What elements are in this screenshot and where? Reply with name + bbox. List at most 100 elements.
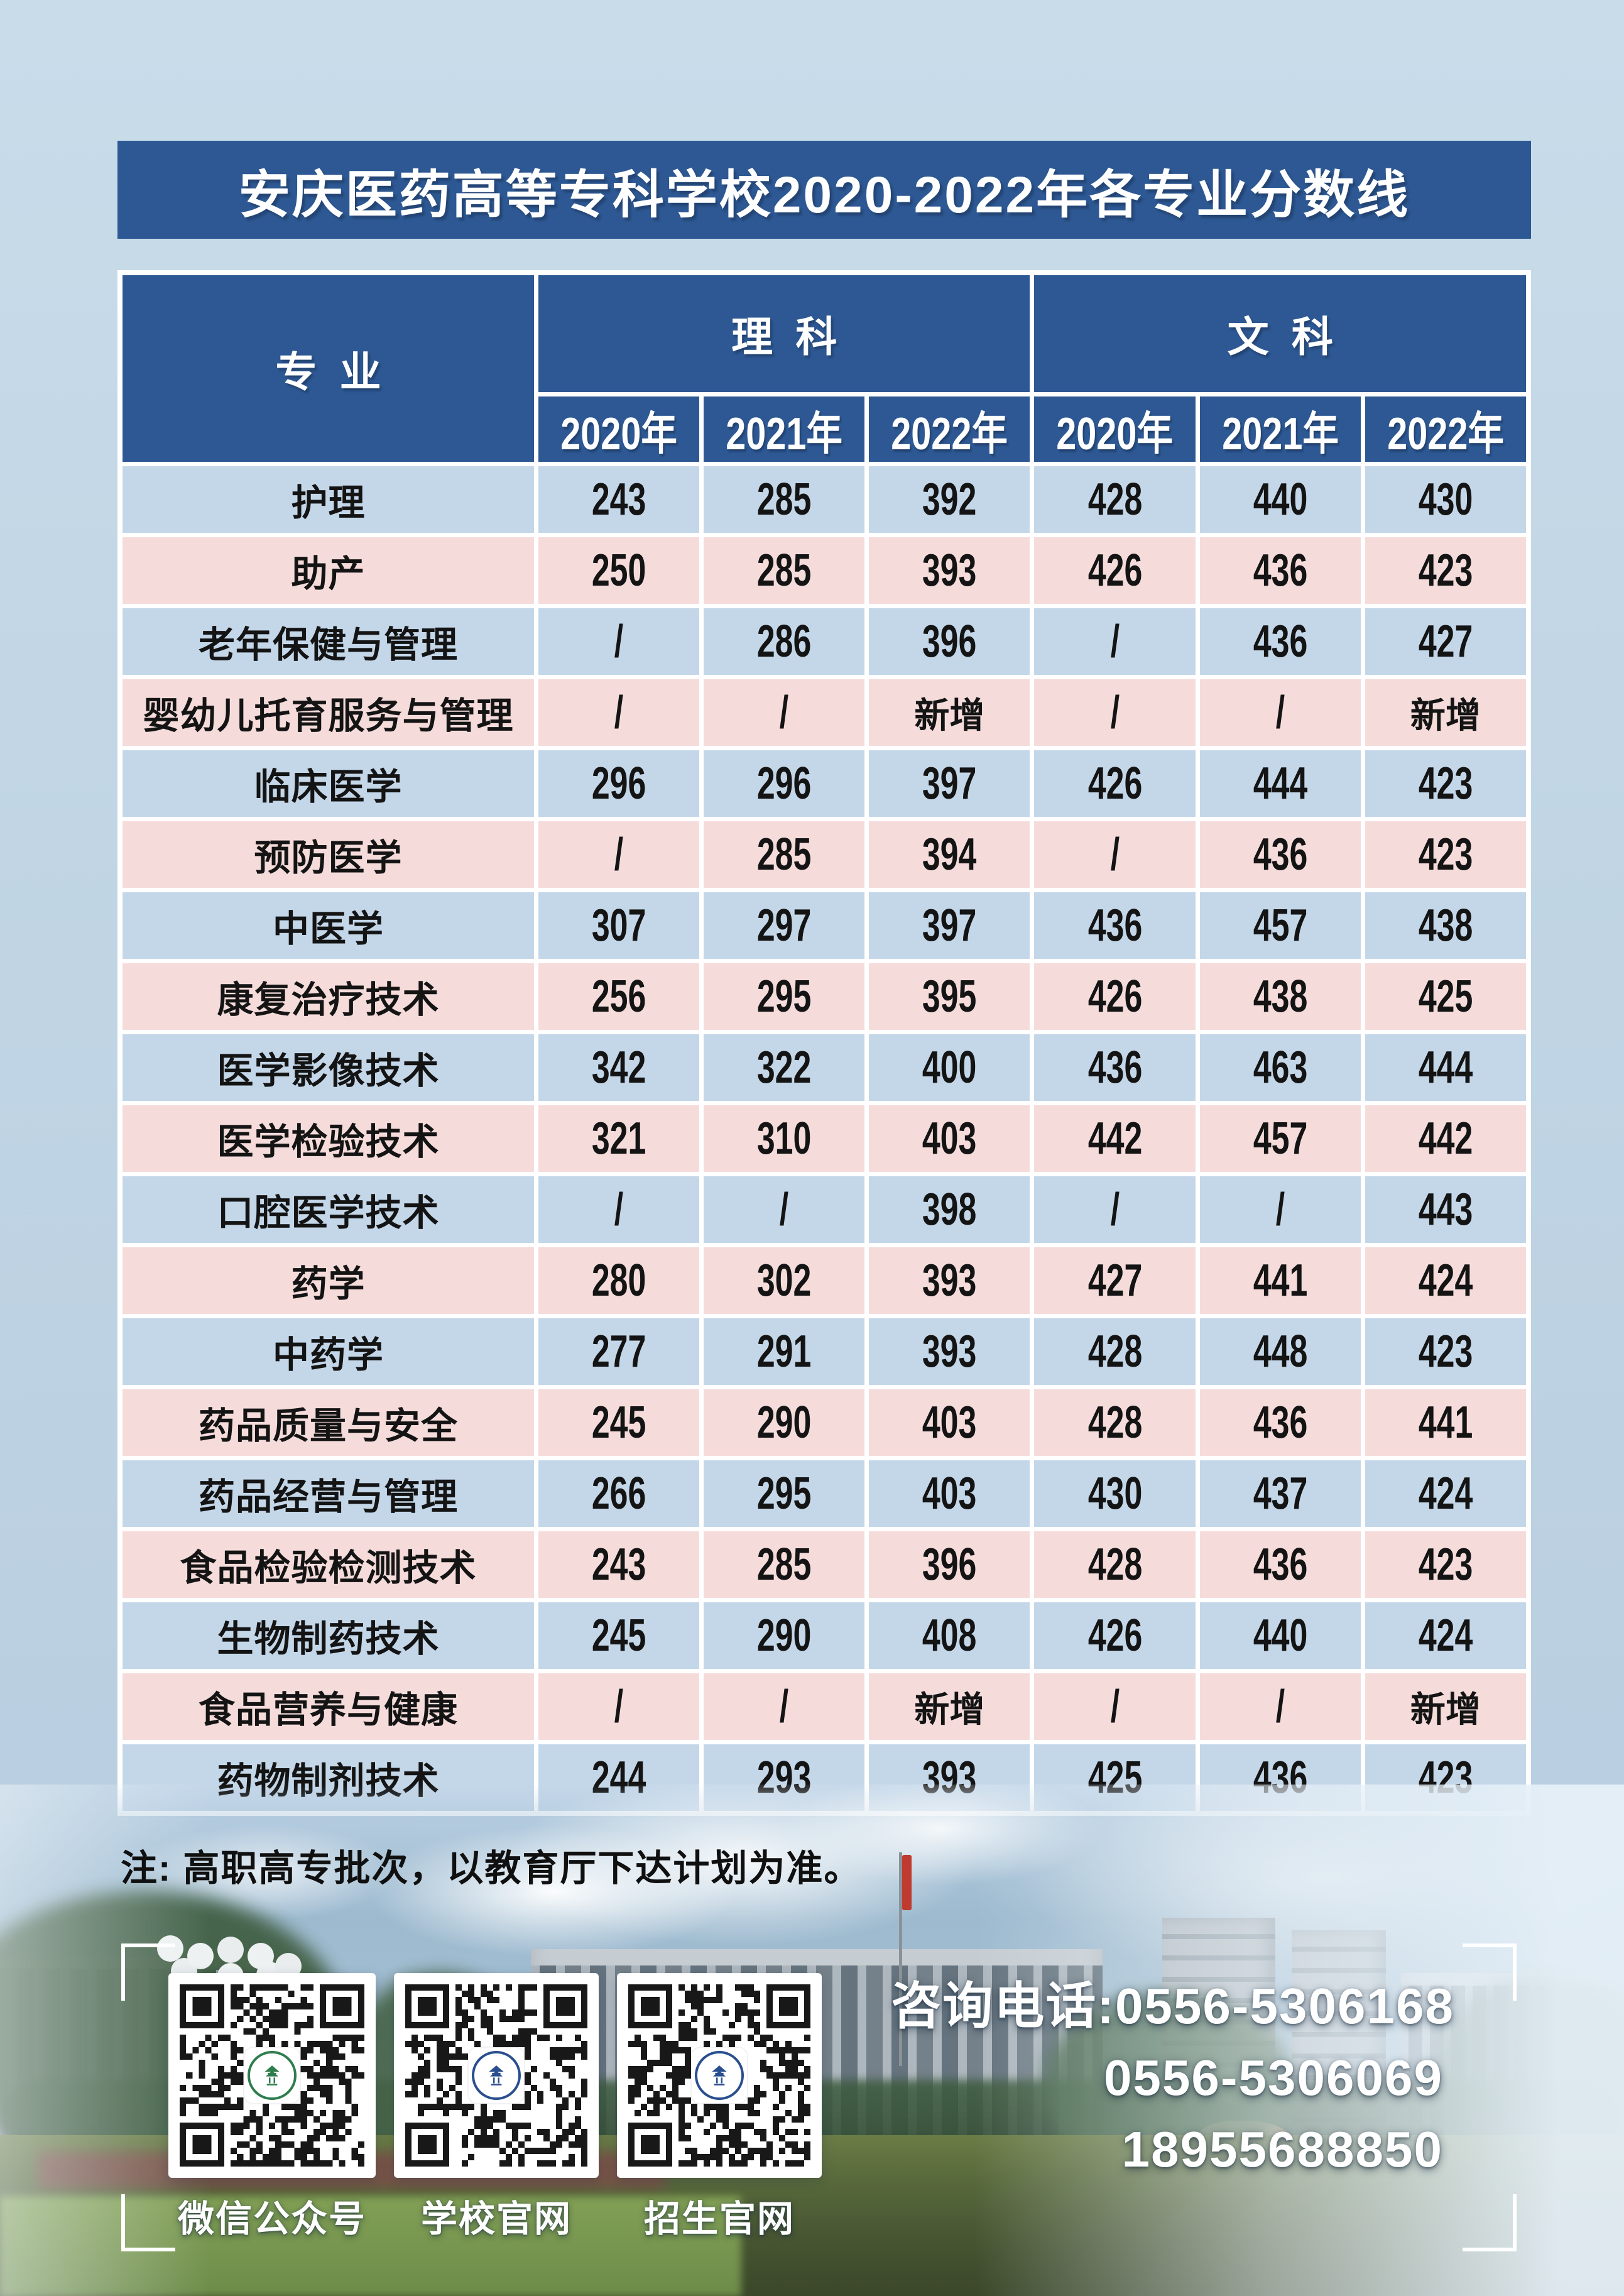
score-cell: 423 xyxy=(1365,537,1526,604)
qr-item-school-site: 学校官网 xyxy=(394,1973,599,2242)
score-cell: 280 xyxy=(538,1247,700,1314)
score-cell: 430 xyxy=(1365,466,1526,533)
score-cell: / xyxy=(1034,821,1196,888)
school-logo xyxy=(244,2048,300,2103)
score-cell: 250 xyxy=(538,537,700,604)
score-cell: / xyxy=(538,1176,700,1243)
major-name: 中医学 xyxy=(123,892,534,959)
score-cell: 428 xyxy=(1034,1389,1196,1456)
school-logo xyxy=(469,2048,524,2103)
score-cell: 427 xyxy=(1034,1247,1196,1314)
score-cell: 290 xyxy=(704,1389,865,1456)
score-cell: 444 xyxy=(1199,750,1361,817)
score-cell: / xyxy=(538,679,700,746)
page-title-text: 安庆医药高等专科学校2020-2022年各专业分数线 xyxy=(238,166,1410,224)
score-cell: 442 xyxy=(1365,1105,1526,1172)
score-cell: / xyxy=(1034,679,1196,746)
major-name: 食品营养与健康 xyxy=(123,1673,534,1740)
score-cell: 424 xyxy=(1365,1602,1526,1669)
score-cell: 285 xyxy=(704,1531,865,1598)
score-cell: 397 xyxy=(869,892,1030,959)
score-cell: 398 xyxy=(869,1176,1030,1243)
major-name: 药品质量与安全 xyxy=(123,1389,534,1456)
score-cell: / xyxy=(538,1673,700,1740)
major-name: 医学检验技术 xyxy=(123,1105,534,1172)
note-text: 注: 高职高专批次，以教育厅下达计划为准。 xyxy=(121,1848,862,1889)
score-cell: 438 xyxy=(1365,892,1526,959)
header-science: 理科 xyxy=(538,275,1030,392)
qr-code-wechat xyxy=(168,1973,376,2178)
pagoda-icon xyxy=(264,2065,280,2086)
score-cell: 426 xyxy=(1034,750,1196,817)
score-cell: 408 xyxy=(869,1602,1030,1669)
score-cell: 436 xyxy=(1199,1531,1361,1598)
score-cell: 463 xyxy=(1199,1034,1361,1101)
score-cell: 427 xyxy=(1365,608,1526,675)
score-cell: 428 xyxy=(1034,1531,1196,1598)
score-cell: 426 xyxy=(1034,963,1196,1030)
score-cell: 424 xyxy=(1365,1460,1526,1527)
score-cell: 437 xyxy=(1199,1460,1361,1527)
score-cell: 296 xyxy=(538,750,700,817)
score-cell: 新增 xyxy=(1365,679,1526,746)
header-year: 2021年 xyxy=(1199,396,1361,462)
score-cell: / xyxy=(1199,1673,1361,1740)
pagoda-icon xyxy=(489,2065,504,2086)
major-name: 口腔医学技术 xyxy=(123,1176,534,1243)
pagoda-icon xyxy=(712,2065,727,2086)
score-cell: 436 xyxy=(1199,537,1361,604)
header-year: 2020年 xyxy=(538,396,700,462)
score-cell: 443 xyxy=(1365,1176,1526,1243)
major-name: 生物制药技术 xyxy=(123,1602,534,1669)
major-name: 医学影像技术 xyxy=(123,1034,534,1101)
score-cell: 285 xyxy=(704,821,865,888)
score-cell: 393 xyxy=(869,1318,1030,1385)
score-cell: 438 xyxy=(1199,963,1361,1030)
score-cell: 296 xyxy=(704,750,865,817)
score-cell: 243 xyxy=(538,1531,700,1598)
header-year: 2020年 xyxy=(1034,396,1196,462)
score-cell: 403 xyxy=(869,1389,1030,1456)
score-cell: 442 xyxy=(1034,1105,1196,1172)
score-cell: 397 xyxy=(869,750,1030,817)
score-cell: 436 xyxy=(1034,1034,1196,1101)
score-cell: 290 xyxy=(704,1602,865,1669)
score-cell: 436 xyxy=(1199,1389,1361,1456)
score-cell: 285 xyxy=(704,537,865,604)
corner-bracket-bottom-right xyxy=(1463,2194,1517,2251)
score-cell: 245 xyxy=(538,1389,700,1456)
score-cell: 424 xyxy=(1365,1247,1526,1314)
score-cell: 457 xyxy=(1199,1105,1361,1172)
phone-line-2: 0556-5306069 xyxy=(1103,2050,1443,2106)
score-cell: / xyxy=(704,1673,865,1740)
score-cell: 423 xyxy=(1365,821,1526,888)
qr-label: 招生官网 xyxy=(643,2199,795,2239)
score-cell: 243 xyxy=(538,466,700,533)
score-cell: / xyxy=(704,1176,865,1243)
phone-prefix: 咨询电话: xyxy=(891,1978,1115,2034)
score-cell: 423 xyxy=(1365,1531,1526,1598)
contact-phones: 咨询电话:0556-5306168 0556-5306069 189556888… xyxy=(836,1971,1454,2185)
score-cell: 302 xyxy=(704,1247,865,1314)
header-year: 2022年 xyxy=(869,396,1030,462)
score-cell: 430 xyxy=(1034,1460,1196,1527)
score-cell: 440 xyxy=(1199,1602,1361,1669)
score-cell: 440 xyxy=(1199,466,1361,533)
major-name: 药品经营与管理 xyxy=(123,1460,534,1527)
score-cell: / xyxy=(1199,1176,1361,1243)
major-name: 中药学 xyxy=(123,1318,534,1385)
score-cell: 291 xyxy=(704,1318,865,1385)
score-cell: 436 xyxy=(1199,608,1361,675)
score-cell: 425 xyxy=(1365,963,1526,1030)
score-cell: 423 xyxy=(1365,1318,1526,1385)
major-name: 药学 xyxy=(123,1247,534,1314)
score-cell: 245 xyxy=(538,1602,700,1669)
score-cell: 295 xyxy=(704,963,865,1030)
score-cell: 441 xyxy=(1365,1389,1526,1456)
score-cell: 307 xyxy=(538,892,700,959)
score-cell: 277 xyxy=(538,1318,700,1385)
score-cell: / xyxy=(1034,608,1196,675)
score-cell: 428 xyxy=(1034,466,1196,533)
score-cell: 393 xyxy=(869,537,1030,604)
qr-item-wechat: 微信公众号 xyxy=(168,1973,376,2242)
